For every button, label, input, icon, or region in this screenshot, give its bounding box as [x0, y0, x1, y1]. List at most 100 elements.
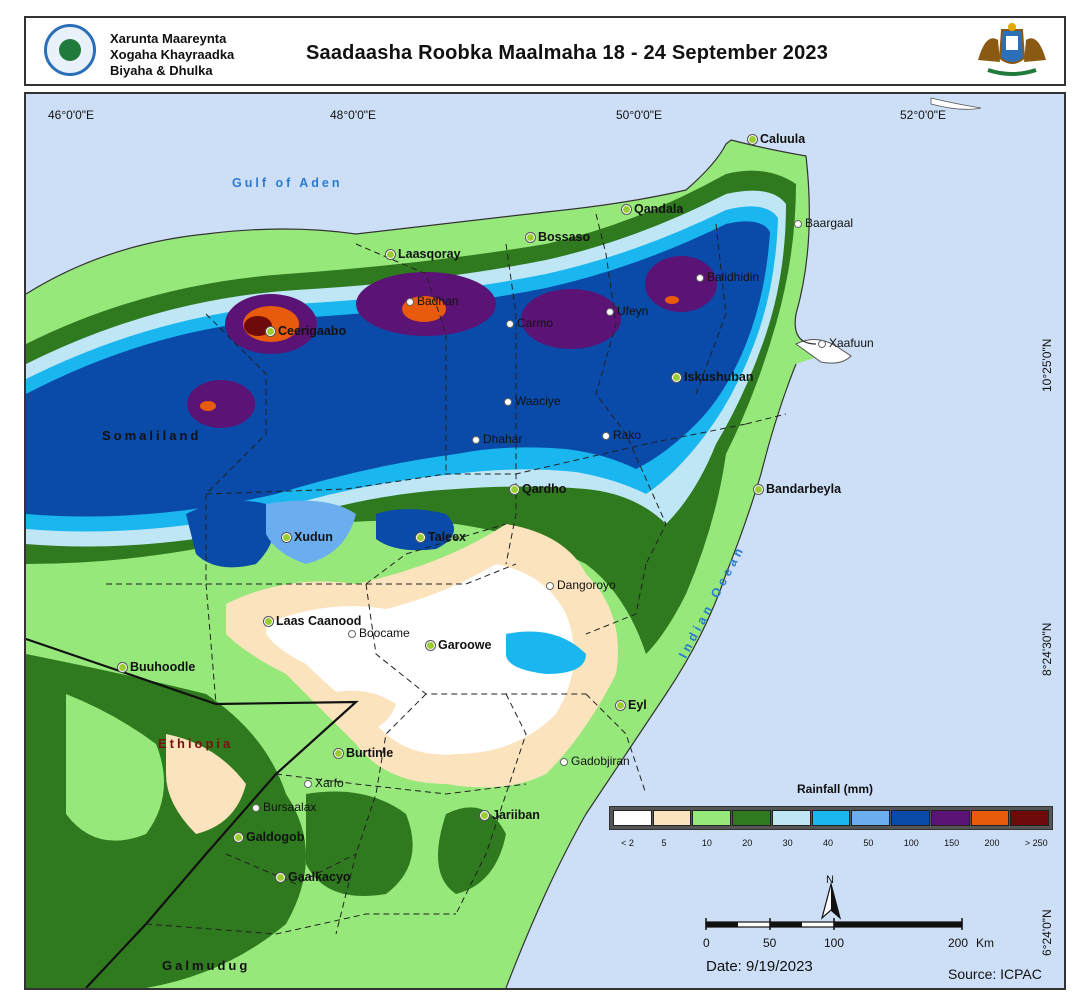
place-name: Bursaalax [263, 800, 317, 814]
place-name: Bandarbeyla [766, 482, 842, 496]
place-name: Boocame [359, 626, 410, 640]
region-label-ethiopia: Ethiopia [158, 736, 234, 751]
latitude-label: 6°24'0"N [1040, 909, 1054, 956]
place-label: Dangoroyo [546, 578, 616, 592]
legend-swatch [891, 810, 930, 826]
place-name: Xaafuun [829, 336, 874, 350]
place-name: Qardho [522, 482, 567, 496]
legend-swatch [613, 810, 652, 826]
place-name: Dangoroyo [557, 578, 616, 592]
place-name: Buuhoodle [130, 660, 196, 674]
place-marker-icon [264, 617, 273, 627]
legend-class-labels: < 2 5 10 20 30 40 50 100 150 200 > 250 [609, 838, 1053, 852]
place-marker-icon [348, 629, 356, 638]
place-label: Galdogob [234, 830, 304, 844]
place-marker-icon [304, 779, 312, 788]
place-label: Taleex [416, 530, 466, 544]
place-marker-icon [406, 297, 414, 306]
place-name: Badhan [417, 294, 459, 308]
place-marker-icon [602, 431, 610, 440]
place-name: Gaalkacyo [288, 870, 351, 884]
place-marker-icon [754, 485, 763, 495]
scale-tick: 200 [948, 936, 969, 950]
place-marker-icon [282, 533, 291, 543]
place-name: Galdogob [246, 830, 305, 844]
place-label: Buuhoodle [118, 660, 195, 674]
place-name: Xudun [294, 530, 333, 544]
place-marker-icon [616, 701, 625, 711]
place-label: Xarfo [304, 776, 344, 790]
place-name: Waaciye [515, 394, 561, 408]
place-label: Boocame [348, 626, 410, 640]
place-label: Qardho [510, 482, 566, 496]
place-label: Baargaal [794, 216, 853, 230]
longitude-label: 52°0'0"E [900, 108, 947, 122]
place-name: Eyl [628, 698, 647, 712]
place-name: Caluula [760, 132, 806, 146]
place-name: Laasqoray [398, 247, 461, 261]
org-line: Xarunta Maareynta [110, 31, 227, 46]
place-marker-icon [560, 757, 568, 766]
place-marker-icon [266, 327, 275, 337]
place-label: Caluula [748, 132, 805, 146]
place-label: Ufeyn [606, 304, 648, 318]
longitude-label: 48°0'0"E [330, 108, 377, 122]
place-label: Gaalkacyo [276, 870, 351, 884]
place-name: Bossaso [538, 230, 591, 244]
legend-swatch [811, 810, 851, 826]
place-name: Rako [613, 428, 642, 442]
legend-class-label: 30 [782, 838, 793, 848]
north-label: N [826, 874, 834, 886]
place-label: Laasqoray [386, 247, 461, 261]
scale-tick: 100 [824, 936, 845, 950]
legend-swatch [652, 810, 692, 826]
legend-class-label: 100 [903, 838, 919, 848]
place-marker-icon [510, 485, 519, 495]
legend-class-label: 40 [823, 838, 834, 848]
legend-class-label: 5 [661, 838, 667, 848]
legend-swatch [692, 810, 732, 826]
longitude-label: 50°0'0"E [616, 108, 663, 122]
place-marker-icon [818, 339, 826, 348]
place-label: Eyl [616, 698, 647, 712]
legend-class-label: 150 [944, 838, 960, 848]
legend-class-label: > 250 [1024, 838, 1048, 848]
place-marker-icon [426, 641, 435, 651]
rainfall-map-canvas [26, 94, 1064, 988]
place-name: Ceerigaabo [278, 324, 347, 338]
hydrology-center-seal-icon [44, 24, 96, 76]
rainfall-legend: Rainfall (mm) < 2 5 10 20 30 40 50 100 150 200 > 2… [609, 782, 1055, 872]
place-marker-icon [748, 135, 757, 145]
place-marker-icon [472, 435, 480, 444]
org-line: Biyaha & Dhulka [110, 63, 213, 78]
place-marker-icon [480, 811, 489, 821]
scale-tick: 50 [763, 936, 777, 950]
place-name: Laas Caanood [276, 614, 362, 628]
place-marker-icon [118, 663, 127, 673]
place-name: Jariiban [492, 808, 540, 822]
place-label: Jariiban [480, 808, 540, 822]
place-marker-icon [252, 803, 260, 812]
place-label: Garoowe [426, 638, 492, 652]
legend-color-bar [609, 806, 1053, 830]
legend-swatch [1010, 810, 1050, 826]
legend-class-label: 20 [742, 838, 753, 848]
place-marker-icon [622, 205, 631, 215]
scale-bar [705, 918, 963, 930]
place-marker-icon [386, 250, 395, 260]
place-label: Ceerigaabo [266, 324, 346, 338]
legend-title: Rainfall (mm) [797, 782, 874, 796]
place-label: Gadobjiran [560, 754, 630, 768]
place-name: Gadobjiran [571, 754, 630, 768]
place-label: Iskushuban [672, 370, 753, 384]
place-label: Burtinle [334, 746, 393, 760]
organization-name: Xarunta Maareynta Xogaha Khayraadka Biya… [110, 31, 234, 79]
legend-swatch [851, 810, 891, 826]
north-arrow-icon [820, 881, 842, 920]
place-label: Bossaso [526, 230, 590, 244]
latitude-label: 8°24'30"N [1040, 622, 1054, 676]
place-name: Qandala [634, 202, 684, 216]
place-label: Balidhidin [696, 270, 759, 284]
place-marker-icon [504, 397, 512, 406]
place-name: Xarfo [315, 776, 344, 790]
